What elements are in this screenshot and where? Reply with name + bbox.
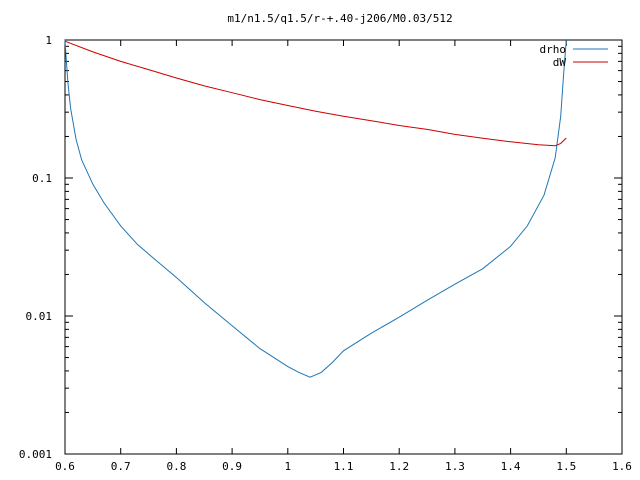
series-line-drho: [64, 39, 567, 378]
series-lines: [64, 39, 567, 378]
y-tick-label: 0.1: [32, 172, 52, 185]
axis-tick-labels: 0.6 0.7 0.8 0.9 1 1.1 1.2 1.3 1.4 1.5 1.6 1 0.1 0.01 0…: [19, 34, 632, 473]
x-tick-label: 1.2: [389, 460, 409, 473]
legend-label-dW: dW: [553, 56, 567, 69]
y-tick-label: 0.001: [19, 448, 52, 461]
legend-label-drho: drho: [540, 43, 567, 56]
chart-title: m1/n1.5/q1.5/r-+.40-j206/M0.03/512: [227, 12, 452, 25]
x-tick-label: 0.6: [55, 460, 75, 473]
x-tick-label: 0.8: [166, 460, 186, 473]
y-tick-label: 0.01: [26, 310, 53, 323]
series-line-dW: [64, 40, 567, 147]
x-tick-label: 1: [284, 460, 291, 473]
x-tick-label: 1.5: [556, 460, 576, 473]
x-tick-label: 0.7: [111, 460, 131, 473]
y-tick-label: 1: [45, 34, 52, 47]
axis-ticks: [64, 39, 623, 455]
x-tick-label: 0.9: [222, 460, 242, 473]
x-tick-label: 1.1: [334, 460, 354, 473]
plot-frame: [64, 39, 623, 455]
x-tick-label: 1.3: [445, 460, 465, 473]
x-tick-label: 1.4: [501, 460, 521, 473]
x-tick-label: 1.6: [612, 460, 632, 473]
